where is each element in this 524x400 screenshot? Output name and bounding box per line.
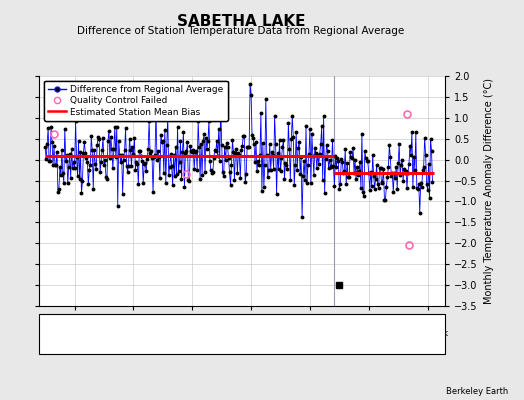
Text: Empirical Break: Empirical Break — [377, 330, 449, 338]
Text: Berkeley Earth: Berkeley Earth — [446, 387, 508, 396]
Y-axis label: Monthly Temperature Anomaly Difference (°C): Monthly Temperature Anomaly Difference (… — [484, 78, 494, 304]
Text: ◆: ◆ — [46, 329, 54, 339]
Text: ▲: ▲ — [141, 329, 149, 339]
Text: Time of Obs. Change: Time of Obs. Change — [249, 330, 343, 338]
Legend: Difference from Regional Average, Quality Control Failed, Estimated Station Mean: Difference from Regional Average, Qualit… — [44, 80, 228, 121]
Text: Difference of Station Temperature Data from Regional Average: Difference of Station Temperature Data f… — [78, 26, 405, 36]
Text: ■: ■ — [364, 329, 374, 339]
Text: ▼: ▼ — [236, 329, 243, 339]
Text: Station Move: Station Move — [60, 330, 120, 338]
Text: Record Gap: Record Gap — [155, 330, 207, 338]
Text: SABETHA LAKE: SABETHA LAKE — [177, 14, 305, 29]
